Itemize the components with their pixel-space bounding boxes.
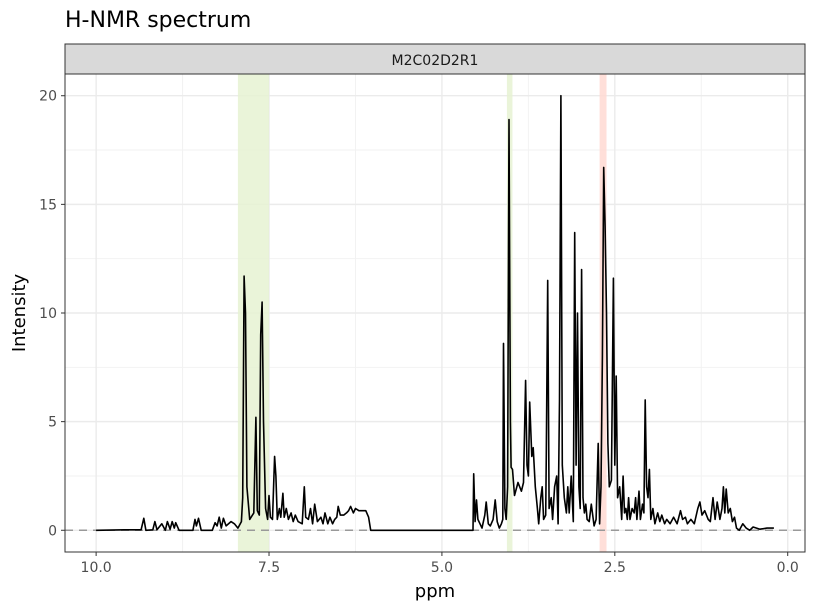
spectrum-line xyxy=(96,94,774,532)
x-tick-label: 2.5 xyxy=(604,560,626,576)
y-tick-label: 15 xyxy=(39,197,57,213)
y-tick-label: 20 xyxy=(39,89,57,105)
y-tick-label: 0 xyxy=(48,523,57,539)
x-axis-label: ppm xyxy=(415,581,455,602)
chart-title: H-NMR spectrum xyxy=(65,8,251,33)
y-tick-label: 10 xyxy=(39,306,57,322)
y-axis-ticks: 0 5 10 15 20 xyxy=(39,89,65,539)
y-axis-label: Intensity xyxy=(9,273,30,352)
y-tick-label: 5 xyxy=(48,415,57,431)
facet-strip xyxy=(64,43,806,75)
x-tick-label: 0.0 xyxy=(777,560,799,576)
x-tick-label: 7.5 xyxy=(258,560,280,576)
x-axis-ticks: 10.0 7.5 5.0 2.5 0.0 xyxy=(81,552,799,576)
x-tick-label: 10.0 xyxy=(81,560,112,576)
facet-strip-label: M2C02D2R1 xyxy=(392,53,479,69)
x-tick-label: 5.0 xyxy=(431,560,453,576)
